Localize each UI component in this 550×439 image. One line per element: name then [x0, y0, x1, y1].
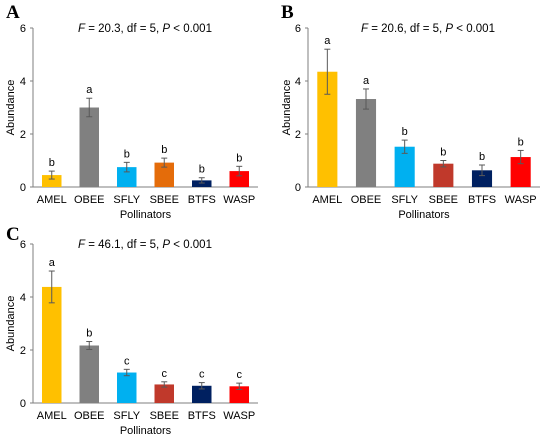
y-tick-label: 2 — [20, 129, 26, 141]
significance-letter: a — [86, 84, 93, 96]
x-tick-label: SFLY — [391, 194, 418, 206]
significance-letter: c — [124, 355, 130, 367]
x-tick-label: OBEE — [351, 194, 382, 206]
significance-letter: c — [199, 369, 205, 381]
y-tick-label: 6 — [20, 239, 26, 251]
significance-letter: c — [162, 368, 168, 380]
y-tick-label: 6 — [20, 23, 26, 35]
bar-sfly — [394, 146, 415, 187]
y-axis-label: Abundance — [5, 80, 17, 136]
x-tick-label: BTFS — [188, 410, 216, 422]
significance-letter: b — [124, 148, 130, 160]
chart-panel-b: B F = 20.6, df = 5, P < 0.001 0 2 4 6 Abundanc… — [281, 2, 540, 221]
y-tick-label: 4 — [20, 76, 26, 88]
y-tick-label: 2 — [20, 345, 26, 357]
bar-obee — [79, 107, 99, 187]
bar-sfly — [117, 167, 137, 187]
significance-letter: b — [479, 151, 485, 163]
x-tick-label: WASP — [223, 194, 255, 206]
x-axis-label: Pollinators — [120, 209, 172, 221]
bar-sbee — [433, 163, 454, 187]
x-tick-label: BTFS — [468, 194, 496, 206]
significance-letter: b — [518, 136, 524, 148]
x-tick-label: BTFS — [188, 194, 216, 206]
x-tick-label: AMEL — [37, 410, 67, 422]
chart-panel-a: A F = 20.3, df = 5, P < 0.001 0 2 4 6 Abundanc… — [5, 2, 258, 221]
significance-letter: a — [324, 35, 331, 47]
x-axis-label: Pollinators — [398, 209, 450, 221]
bar-btfs — [192, 385, 212, 403]
bar-wasp — [510, 157, 531, 187]
bar-sbee — [154, 162, 174, 187]
y-tick-label: 0 — [20, 182, 26, 194]
bar-sbee — [154, 384, 174, 403]
y-axis-label: Abundance — [5, 296, 17, 352]
x-tick-label: WASP — [223, 410, 255, 422]
x-tick-label: SBEE — [150, 194, 179, 206]
y-axis-label: Abundance — [281, 80, 293, 136]
panel-letter: A — [6, 2, 20, 23]
chart-panel-c: C F = 46.1, df = 5, P < 0.001 0 2 4 6 Abundanc… — [5, 224, 258, 437]
y-tick-label: 4 — [295, 76, 301, 88]
bar-wasp — [229, 171, 249, 187]
bar-btfs — [192, 180, 212, 187]
significance-letter: b — [440, 147, 446, 159]
bar-wasp — [229, 386, 249, 403]
significance-letter: b — [236, 152, 242, 164]
panel-letter: B — [281, 2, 294, 23]
x-axis-label: Pollinators — [120, 425, 172, 437]
stat-annotation: F = 20.3, df = 5, P < 0.001 — [78, 23, 212, 35]
x-tick-label: SBEE — [150, 410, 179, 422]
bar-amel — [317, 71, 338, 187]
bar-amel — [42, 286, 62, 403]
x-tick-label: AMEL — [37, 194, 67, 206]
bar-sfly — [117, 372, 137, 403]
bar-btfs — [471, 170, 493, 187]
significance-letter: b — [402, 126, 408, 138]
stat-annotation: F = 20.6, df = 5, P < 0.001 — [361, 23, 495, 35]
x-tick-label: WASP — [505, 194, 537, 206]
bar-obee — [355, 99, 377, 187]
significance-letter: b — [199, 164, 205, 176]
y-tick-label: 4 — [20, 292, 26, 304]
significance-letter: b — [161, 144, 167, 156]
x-tick-label: OBEE — [74, 410, 105, 422]
significance-letter: a — [363, 75, 370, 87]
y-tick-label: 2 — [295, 129, 301, 141]
x-tick-label: AMEL — [312, 194, 342, 206]
y-tick-label: 0 — [20, 398, 26, 410]
y-tick-label: 0 — [295, 182, 301, 194]
significance-letter: a — [49, 257, 56, 269]
significance-letter: b — [86, 328, 92, 340]
x-tick-label: SFLY — [113, 410, 140, 422]
x-tick-label: SBEE — [429, 194, 458, 206]
stat-annotation: F = 46.1, df = 5, P < 0.001 — [78, 239, 212, 251]
significance-letter: b — [49, 157, 55, 169]
bar-obee — [79, 345, 99, 403]
x-tick-label: OBEE — [74, 194, 105, 206]
significance-letter: c — [237, 369, 243, 381]
bar-amel — [42, 175, 62, 187]
panel-letter: C — [6, 224, 20, 245]
y-tick-label: 6 — [295, 23, 301, 35]
x-tick-label: SFLY — [113, 194, 140, 206]
